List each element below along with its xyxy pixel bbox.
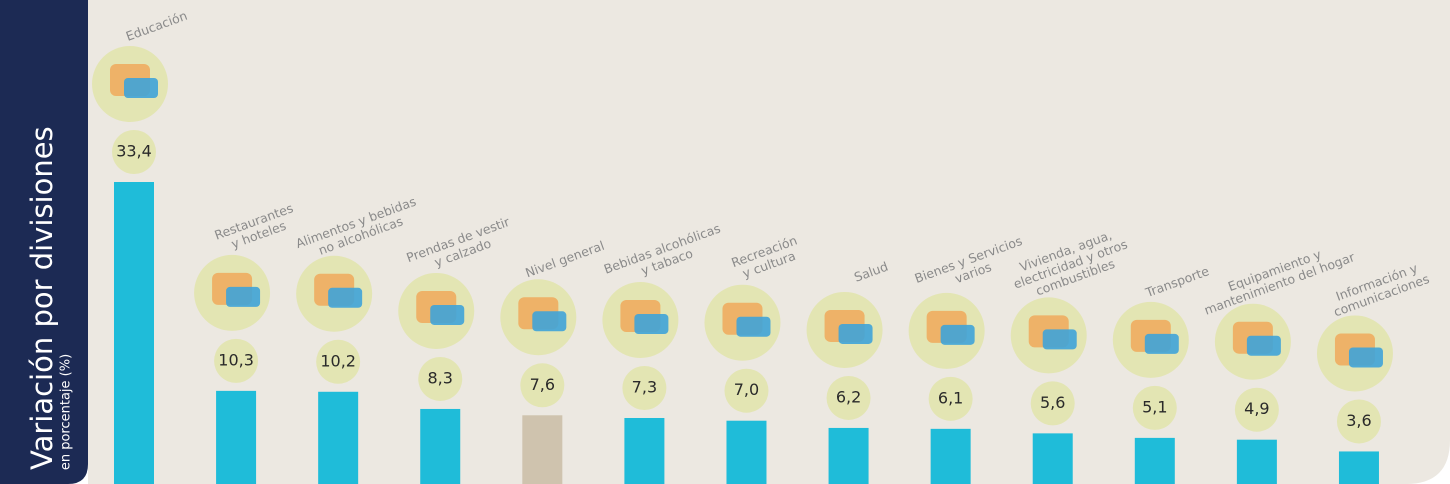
bar [726, 420, 767, 484]
chart-title: Variación por divisiones [25, 126, 59, 470]
value-label: 7,3 [632, 377, 657, 396]
icon [1348, 347, 1383, 368]
bar [624, 417, 665, 484]
bar [1032, 433, 1073, 484]
value-label: 3,6 [1346, 411, 1371, 430]
icon [940, 324, 975, 345]
chart-subtitle: en porcentaje (%) [59, 354, 74, 470]
icon [430, 304, 465, 325]
value-circle [1336, 399, 1381, 444]
value-label: 8,3 [428, 368, 453, 387]
value-circle [1132, 385, 1177, 430]
value-circle [622, 365, 667, 410]
bar [216, 390, 257, 484]
title-panel [0, 0, 88, 484]
value-label: 6,2 [836, 387, 861, 406]
icon [328, 287, 363, 308]
icon [634, 313, 669, 334]
value-label: 5,1 [1142, 397, 1167, 416]
value-label: 6,1 [938, 388, 963, 407]
bar [828, 427, 869, 484]
value-label: 7,0 [734, 380, 759, 399]
icon [1144, 333, 1179, 354]
value-circle [928, 376, 973, 421]
value-circle [826, 375, 871, 420]
value-circle [1030, 381, 1075, 426]
value-circle [724, 368, 769, 413]
icon [838, 323, 873, 344]
bar [318, 391, 359, 484]
icon [124, 78, 158, 98]
value-circle [520, 363, 565, 408]
icon [226, 286, 261, 307]
icon [1042, 329, 1077, 350]
icon [532, 311, 567, 332]
bar [420, 408, 461, 484]
value-label: 10,3 [218, 350, 254, 369]
value-label: 7,6 [530, 375, 555, 394]
value-circle [418, 356, 463, 401]
icon [1246, 335, 1281, 356]
bar [930, 428, 971, 484]
bar [1236, 439, 1277, 484]
value-circle [316, 339, 361, 384]
value-label: 33,4 [116, 142, 152, 161]
value-circle [1234, 387, 1279, 432]
bar [522, 415, 563, 484]
bar [114, 182, 154, 484]
value-circle [112, 130, 156, 174]
bar [1338, 451, 1379, 484]
value-label: 4,9 [1244, 399, 1269, 418]
value-label: 10,2 [320, 351, 356, 370]
value-label: 5,6 [1040, 393, 1065, 412]
icon [736, 316, 771, 337]
value-circle [214, 338, 259, 383]
bar [1134, 437, 1175, 484]
